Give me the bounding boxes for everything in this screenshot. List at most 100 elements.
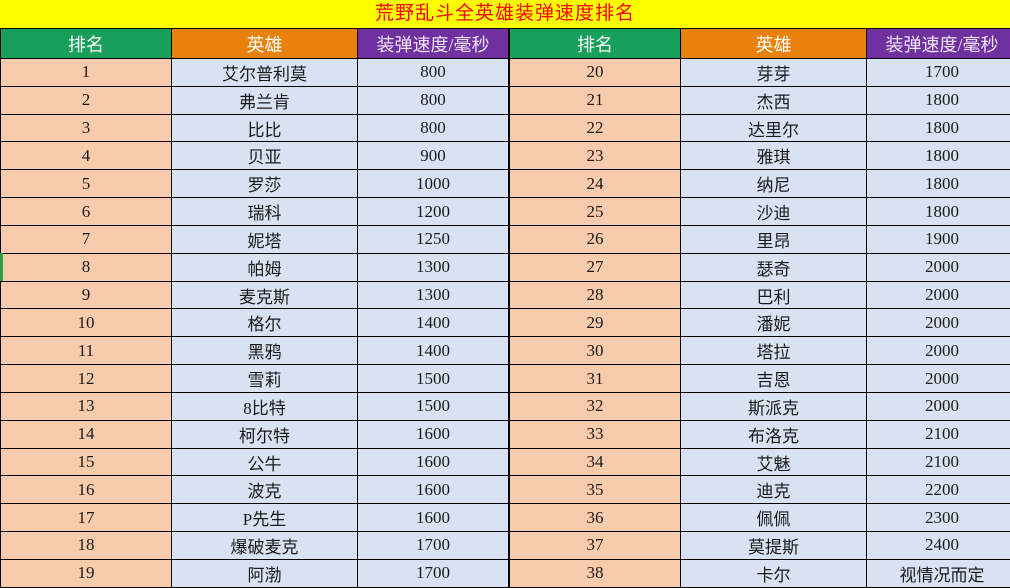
speed-cell: 800 [357, 113, 509, 143]
speed-cell: 2000 [866, 308, 1010, 338]
hero-cell: 斯派克 [680, 391, 867, 421]
hero-column-header: 英雄 [680, 28, 867, 59]
table-row: 4 贝亚 900 [0, 141, 509, 171]
rank-cell: 4 [0, 141, 172, 171]
speed-cell: 1900 [866, 224, 1010, 254]
table-row: 29 潘妮 2000 [509, 308, 1010, 338]
speed-cell: 1600 [357, 475, 509, 505]
table-row: 33 布洛克 2100 [509, 419, 1010, 449]
hero-cell: 艾尔普利莫 [171, 58, 358, 87]
table-row: 15 公牛 1600 [0, 447, 509, 477]
hero-cell: 迪克 [680, 475, 867, 505]
speed-cell: 2000 [866, 391, 1010, 421]
hero-cell: 佩佩 [680, 503, 867, 533]
hero-cell: 潘妮 [680, 308, 867, 338]
hero-cell: 8比特 [171, 391, 358, 421]
speed-cell: 800 [357, 85, 509, 115]
rank-cell: 10 [0, 308, 172, 338]
hero-cell: P先生 [171, 503, 358, 533]
hero-cell: 波克 [171, 475, 358, 505]
rank-cell: 28 [509, 280, 681, 310]
rank-cell: 3 [0, 113, 172, 143]
hero-cell: 雪莉 [171, 364, 358, 393]
table-row: 31 吉恩 2000 [509, 364, 1010, 393]
hero-cell: 艾魅 [680, 447, 867, 477]
table-row: 2 弗兰肯 800 [0, 85, 509, 115]
table-row: 18 爆破麦克 1700 [0, 531, 509, 560]
hero-cell: 杰西 [680, 85, 867, 115]
speed-cell: 1800 [866, 169, 1010, 199]
rank-cell: 14 [0, 419, 172, 449]
speed-cell: 2000 [866, 336, 1010, 366]
hero-cell: 妮塔 [171, 224, 358, 254]
rank-cell: 2 [0, 85, 172, 115]
hero-cell: 吉恩 [680, 364, 867, 393]
header-row: 排名 英雄 装弹速度/毫秒 [0, 28, 509, 59]
speed-cell: 视情况而定 [866, 558, 1010, 588]
table-row: 5 罗莎 1000 [0, 169, 509, 199]
rank-cell: 33 [509, 419, 681, 449]
rank-cell: 34 [509, 447, 681, 477]
rank-table-left: 排名 英雄 装弹速度/毫秒 1 艾尔普利莫 800 2 弗兰肯 800 3 比比 800 4 贝亚 9… [0, 28, 509, 588]
speed-cell: 1000 [357, 169, 509, 199]
speed-cell: 2000 [866, 280, 1010, 310]
speed-cell: 2400 [866, 531, 1010, 560]
speed-cell: 1250 [357, 224, 509, 254]
rank-cell: 17 [0, 503, 172, 533]
speed-cell: 1700 [357, 531, 509, 560]
hero-cell: 沙迪 [680, 197, 867, 226]
hero-cell: 雅琪 [680, 141, 867, 171]
table-row: 23 雅琪 1800 [509, 141, 1010, 171]
rank-cell: 24 [509, 169, 681, 199]
hero-cell: 公牛 [171, 447, 358, 477]
rank-cell: 13 [0, 391, 172, 421]
rank-cell: 31 [509, 364, 681, 393]
hero-cell: 帕姆 [171, 252, 358, 282]
page-title: 荒野乱斗全英雄装弹速度排名 [0, 0, 1010, 28]
rank-cell: 8 [0, 252, 172, 282]
rank-column-header: 排名 [509, 28, 681, 59]
rank-cell: 15 [0, 447, 172, 477]
speed-cell: 2200 [866, 475, 1010, 505]
hero-cell: 达里尔 [680, 113, 867, 143]
speed-cell: 1700 [866, 58, 1010, 87]
tables-container: 排名 英雄 装弹速度/毫秒 1 艾尔普利莫 800 2 弗兰肯 800 3 比比 800 4 贝亚 9… [0, 28, 1010, 588]
hero-cell: 瑟奇 [680, 252, 867, 282]
row8-left-edge-artifact [0, 253, 3, 281]
table-row: 36 佩佩 2300 [509, 503, 1010, 533]
speed-cell: 2100 [866, 447, 1010, 477]
hero-cell: 瑞科 [171, 197, 358, 226]
speed-cell: 1400 [357, 308, 509, 338]
rank-cell: 38 [509, 558, 681, 588]
speed-cell: 1200 [357, 197, 509, 226]
table-row: 6 瑞科 1200 [0, 197, 509, 226]
table-row: 11 黑鸦 1400 [0, 336, 509, 366]
table-row: 12 雪莉 1500 [0, 364, 509, 393]
rank-cell: 1 [0, 58, 172, 87]
speed-column-header: 装弹速度/毫秒 [357, 28, 509, 59]
rank-cell: 30 [509, 336, 681, 366]
hero-cell: 莫提斯 [680, 531, 867, 560]
table-row: 32 斯派克 2000 [509, 391, 1010, 421]
hero-cell: 贝亚 [171, 141, 358, 171]
rank-column-header: 排名 [0, 28, 172, 59]
rank-cell: 36 [509, 503, 681, 533]
hero-cell: 黑鸦 [171, 336, 358, 366]
speed-cell: 1300 [357, 280, 509, 310]
rank-cell: 11 [0, 336, 172, 366]
speed-cell: 2100 [866, 419, 1010, 449]
rank-cell: 19 [0, 558, 172, 588]
table-row: 19 阿渤 1700 [0, 558, 509, 588]
table-row: 30 塔拉 2000 [509, 336, 1010, 366]
speed-cell: 1500 [357, 364, 509, 393]
table-row: 27 瑟奇 2000 [509, 252, 1010, 282]
speed-cell: 1600 [357, 419, 509, 449]
table-row: 38 卡尔 视情况而定 [509, 558, 1010, 588]
rank-cell: 25 [509, 197, 681, 226]
speed-cell: 1800 [866, 197, 1010, 226]
rank-cell: 7 [0, 224, 172, 254]
speed-cell: 2000 [866, 252, 1010, 282]
hero-cell: 纳尼 [680, 169, 867, 199]
table-row: 3 比比 800 [0, 113, 509, 143]
table-row: 10 格尔 1400 [0, 308, 509, 338]
